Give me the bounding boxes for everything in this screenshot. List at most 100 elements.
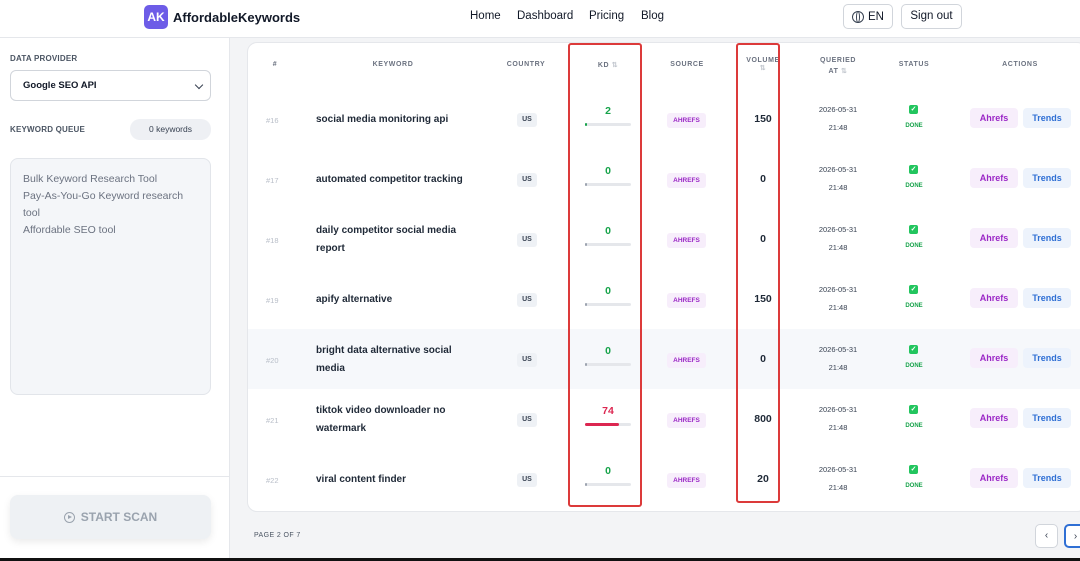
ahrefs-button[interactable]: Ahrefs <box>970 288 1018 308</box>
prev-page-button[interactable]: ‹ <box>1035 524 1058 548</box>
header-country[interactable]: COUNTRY <box>506 61 546 68</box>
header-status[interactable]: STATUS <box>898 61 930 68</box>
keyword-cell: bright data alternative social media <box>316 342 476 378</box>
nav-pricing[interactable]: Pricing <box>589 10 625 22</box>
kd-value: 0 <box>605 165 611 177</box>
keyword-text: social media monitoring api <box>316 114 449 125</box>
kd-bar-fill <box>585 183 587 186</box>
keyword-cell: automated competitor tracking <box>316 171 476 189</box>
header-kd-label: KD <box>597 62 610 69</box>
keyword-queue-textarea[interactable]: Bulk Keyword Research Tool Pay-As-You-Go… <box>10 158 211 395</box>
language-button[interactable]: EN <box>843 4 893 29</box>
sign-out-button[interactable]: Sign out <box>901 4 962 29</box>
row-number: #21 <box>266 416 279 425</box>
trends-button[interactable]: Trends <box>1023 168 1071 188</box>
header-keyword[interactable]: KEYWORD <box>372 61 414 68</box>
header-source[interactable]: SOURCE <box>670 61 704 68</box>
queried-date: 2026-05-31 <box>818 285 858 294</box>
check-icon: ✓ <box>909 285 918 294</box>
volume-value: 150 <box>754 293 772 305</box>
row-number: #18 <box>266 236 279 245</box>
queried-date: 2026-05-31 <box>818 405 858 414</box>
queried-time: 21:48 <box>828 363 848 372</box>
source-badge: AHREFS <box>667 113 706 128</box>
header-kd[interactable]: KD ⇅ <box>588 61 628 69</box>
pagination-label: PAGE 2 OF 7 <box>254 532 301 539</box>
queried-date: 2026-05-31 <box>818 225 858 234</box>
row-number: #22 <box>266 476 279 485</box>
source-badge: AHREFS <box>667 413 706 428</box>
row-number: #17 <box>266 176 279 185</box>
keyword-cell: tiktok video downloader no watermark <box>316 402 476 438</box>
sort-icon: ⇅ <box>759 65 767 72</box>
keyword-text: viral content finder <box>316 474 407 485</box>
nav-home[interactable]: Home <box>470 10 501 22</box>
trends-button[interactable]: Trends <box>1023 348 1071 368</box>
row-number: #16 <box>266 116 279 125</box>
keyword-text: daily competitor social media <box>316 225 457 236</box>
keyword-text-cont: media <box>316 363 345 374</box>
play-icon <box>63 511 75 523</box>
header-num: # <box>272 61 278 68</box>
keyword-cell: social media monitoring api <box>316 111 476 129</box>
ahrefs-button[interactable]: Ahrefs <box>970 348 1018 368</box>
trends-button[interactable]: Trends <box>1023 288 1071 308</box>
logo-text[interactable]: AffordableKeywords <box>173 10 301 25</box>
keyword-text: tiktok video downloader no <box>316 405 446 416</box>
country-badge: US <box>517 173 537 187</box>
next-page-button[interactable]: › <box>1064 524 1080 548</box>
start-scan-button[interactable]: START SCAN <box>10 495 211 539</box>
kd-bar-fill <box>585 243 587 246</box>
nav-blog[interactable]: Blog <box>641 10 665 22</box>
trends-button[interactable]: Trends <box>1023 468 1071 488</box>
country-badge: US <box>517 113 537 127</box>
header-at-label: AT <box>828 68 839 75</box>
ahrefs-button[interactable]: Ahrefs <box>970 108 1018 128</box>
queried-at: 2026-05-31 21:48 <box>808 161 868 197</box>
country-badge: US <box>517 233 537 247</box>
ahrefs-button[interactable]: Ahrefs <box>970 168 1018 188</box>
status-badge: DONE <box>905 303 923 309</box>
nav-dashboard[interactable]: Dashboard <box>517 10 574 22</box>
data-provider-select[interactable]: Google SEO API <box>10 70 211 101</box>
queried-time: 21:48 <box>828 423 848 432</box>
header-queried-at[interactable]: QUERIED AT ⇅ <box>813 55 863 77</box>
globe-icon <box>852 10 864 23</box>
keyword-count-badge: 0 keywords <box>130 119 211 140</box>
header-volume[interactable]: VOLUME ⇅ <box>744 57 782 72</box>
volume-column-highlight <box>736 43 780 503</box>
row-number: #19 <box>266 296 279 305</box>
country-badge: US <box>517 413 537 427</box>
trends-button[interactable]: Trends <box>1023 228 1071 248</box>
kd-bar-fill <box>585 363 587 366</box>
trends-button[interactable]: Trends <box>1023 408 1071 428</box>
source-badge: AHREFS <box>667 233 706 248</box>
sort-icon: ⇅ <box>841 68 848 75</box>
source-badge: AHREFS <box>667 293 706 308</box>
kd-value: 2 <box>605 105 611 117</box>
kd-bar-fill <box>585 303 587 306</box>
volume-value: 150 <box>754 113 772 125</box>
country-badge: US <box>517 473 537 487</box>
table-row: #18 daily competitor social media report… <box>248 209 1080 269</box>
kd-bar <box>585 183 631 186</box>
kd-value: 0 <box>605 345 611 357</box>
source-badge: AHREFS <box>667 473 706 488</box>
logo-badge[interactable]: AK <box>144 5 168 29</box>
status-badge: DONE <box>905 123 923 129</box>
volume-value: 0 <box>760 353 766 365</box>
kd-value: 0 <box>605 465 611 477</box>
keyword-text: bright data alternative social <box>316 345 452 356</box>
table-row: #21 tiktok video downloader no watermark… <box>248 389 1080 449</box>
ahrefs-button[interactable]: Ahrefs <box>970 228 1018 248</box>
kd-bar-fill <box>585 423 619 426</box>
ahrefs-button[interactable]: Ahrefs <box>970 468 1018 488</box>
country-badge: US <box>517 293 537 307</box>
queried-at: 2026-05-31 21:48 <box>808 281 868 317</box>
table-row: #16 social media monitoring api US 2 AHR… <box>248 89 1080 149</box>
keyword-text-cont: report <box>316 243 345 254</box>
trends-button[interactable]: Trends <box>1023 108 1071 128</box>
row-number: #20 <box>266 356 279 365</box>
ahrefs-button[interactable]: Ahrefs <box>970 408 1018 428</box>
source-badge: AHREFS <box>667 173 706 188</box>
